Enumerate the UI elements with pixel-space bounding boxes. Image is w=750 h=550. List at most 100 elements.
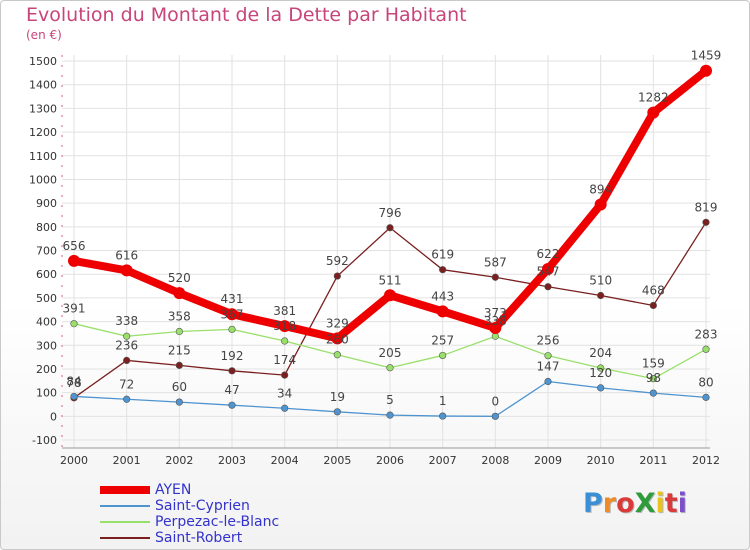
data-point [386, 411, 394, 419]
data-point [123, 395, 131, 403]
data-label: 204 [589, 346, 612, 360]
legend-swatch [100, 505, 150, 507]
data-label: 283 [695, 327, 718, 341]
legend-item: Perpezac-le-Blanc [100, 514, 279, 530]
y-tick-label: 700 [36, 245, 57, 258]
y-tick-label: 900 [36, 197, 57, 210]
data-point [439, 412, 447, 420]
data-label: 0 [492, 394, 500, 408]
y-tick-label: 1400 [29, 79, 57, 92]
data-point [489, 321, 502, 334]
data-label: 84 [66, 374, 81, 388]
data-point [384, 289, 396, 302]
data-point [70, 392, 78, 401]
legend-swatch [100, 521, 150, 523]
data-point [702, 393, 710, 401]
x-tick-label: 2003 [218, 454, 246, 467]
data-label: 1 [439, 394, 447, 408]
y-tick-label: 200 [36, 363, 57, 376]
data-label: 215 [168, 343, 191, 357]
data-point [175, 398, 183, 406]
y-tick-label: 1300 [29, 102, 57, 115]
data-label: 592 [326, 254, 349, 268]
data-point [333, 408, 341, 416]
data-point [331, 332, 344, 345]
data-label: 616 [115, 248, 138, 262]
x-tick-label: 2005 [323, 454, 351, 467]
data-label: 373 [484, 306, 507, 320]
x-tick-label: 2001 [113, 454, 141, 467]
data-label: 329 [326, 316, 349, 330]
data-label: 443 [431, 289, 454, 303]
data-label: 147 [537, 359, 560, 373]
data-label: 619 [431, 248, 454, 262]
data-point [544, 283, 552, 291]
x-tick-label: 2011 [639, 454, 667, 467]
data-point [278, 320, 291, 333]
x-tick-label: 2012 [692, 454, 720, 467]
data-label: 391 [63, 302, 86, 316]
data-point [281, 337, 289, 345]
y-tick-label: 0 [50, 410, 57, 423]
data-label: 381 [273, 304, 296, 318]
data-label: 205 [379, 346, 402, 360]
y-tick-label: -100 [32, 434, 57, 447]
data-label: 80 [698, 375, 713, 389]
legend-swatch [100, 486, 150, 494]
data-label: 431 [221, 292, 244, 306]
x-tick-label: 2004 [271, 454, 299, 467]
data-label: 367 [221, 307, 244, 321]
legend-label: Saint-Robert [155, 530, 243, 546]
y-tick-label: 500 [36, 292, 57, 305]
x-tick-label: 2006 [376, 454, 404, 467]
data-point [68, 254, 80, 267]
data-label: 257 [431, 333, 454, 347]
data-point [597, 364, 605, 372]
x-tick-label: 2009 [534, 454, 562, 467]
data-label: 78 [66, 376, 81, 390]
data-label: 894 [589, 183, 612, 197]
y-tick-label: 800 [36, 221, 57, 234]
data-point [175, 361, 183, 369]
data-label: 192 [221, 349, 244, 363]
legend-item: Saint-Cyprien [100, 498, 279, 514]
data-point [542, 262, 554, 275]
legend-swatch [100, 537, 150, 539]
data-point [228, 367, 236, 375]
data-point [594, 198, 607, 211]
data-label: 358 [168, 310, 191, 324]
data-point [333, 351, 341, 359]
chart-subtitle: (en €) [26, 28, 62, 42]
chart-legend: AYEN Saint-Cyprien Perpezac-le-Blanc Saint-… [100, 482, 279, 546]
data-label: 1282 [638, 91, 669, 105]
data-point [544, 352, 552, 360]
data-label: 72 [119, 377, 134, 391]
data-label: 520 [168, 271, 191, 285]
x-tick-label: 2007 [429, 454, 457, 467]
data-label: 587 [484, 255, 507, 269]
data-label: 338 [115, 314, 138, 328]
y-tick-label: 300 [36, 339, 57, 352]
data-point [597, 291, 605, 300]
legend-item: AYEN [100, 482, 279, 498]
data-point [173, 287, 186, 300]
data-point [649, 375, 657, 383]
y-tick-label: 100 [36, 387, 57, 400]
y-tick-label: 1000 [29, 173, 57, 186]
data-point [175, 327, 183, 336]
data-label: 622 [537, 247, 560, 261]
y-tick-label: 1200 [29, 126, 57, 139]
y-tick-label: 1500 [29, 55, 57, 68]
y-tick-label: 600 [36, 268, 57, 281]
data-label: 60 [172, 380, 187, 394]
data-point [228, 325, 236, 333]
data-label: 159 [642, 357, 665, 371]
x-tick-label: 2010 [587, 454, 615, 467]
legend-label: Saint-Cyprien [155, 498, 250, 514]
data-label: 510 [589, 274, 612, 288]
data-point [386, 364, 394, 372]
data-point [386, 224, 394, 232]
data-label: 468 [642, 283, 665, 297]
x-tick-label: 2008 [481, 454, 509, 467]
legend-item: Saint-Robert [100, 530, 279, 546]
